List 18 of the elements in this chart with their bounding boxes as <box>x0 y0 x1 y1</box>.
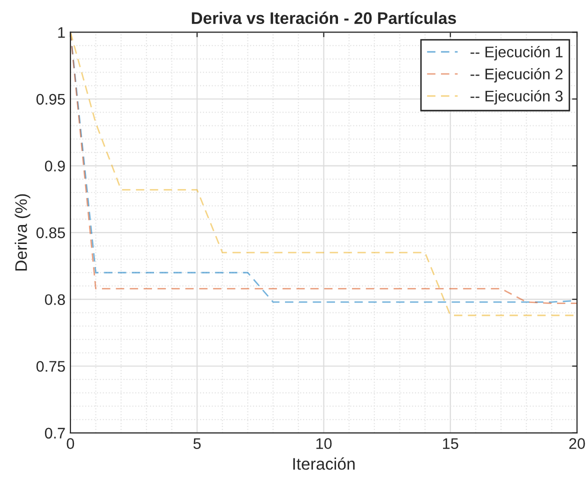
y-tick-label: 0.95 <box>36 94 65 105</box>
x-tick-label: 5 <box>193 438 201 449</box>
y-tick-label: 0.85 <box>36 227 65 238</box>
y-tick-label: 0.7 <box>44 428 65 439</box>
x-tick-label: 10 <box>316 438 332 449</box>
x-tick-label: 0 <box>66 438 74 449</box>
y-tick-label: 0.9 <box>44 160 65 172</box>
legend-label: -- Ejecución 3 <box>470 90 563 105</box>
x-tick-label: 15 <box>443 438 458 449</box>
y-tick-label: 0.75 <box>36 360 65 372</box>
y-tick-label: 1 <box>58 27 65 38</box>
y-tick-label: 0.8 <box>44 294 65 306</box>
x-tick-label: 20 <box>569 438 585 449</box>
x-axis-title: Iteración <box>293 457 355 470</box>
legend-label: -- Ejecución 1 <box>470 46 563 60</box>
chart-title: Deriva vs Iteración - 20 Partículas <box>192 12 456 24</box>
legend-label: -- Ejecución 2 <box>470 68 563 82</box>
y-axis-title: Deriva (%) <box>14 194 30 271</box>
